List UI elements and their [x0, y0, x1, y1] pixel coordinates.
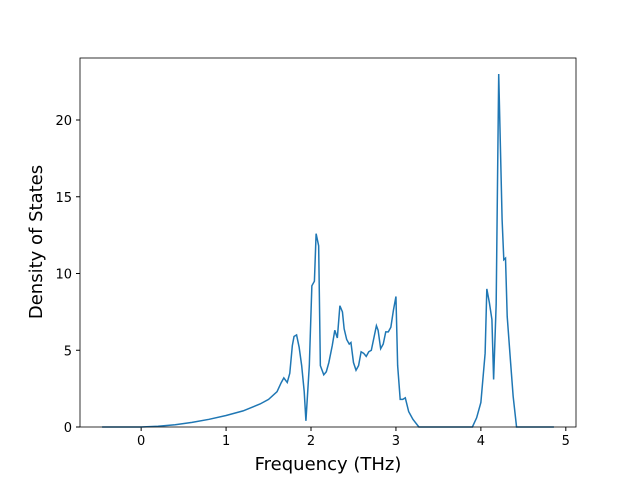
- y-tick-label: 20: [55, 114, 72, 129]
- y-tick-label: 0: [64, 421, 72, 436]
- y-tick-label: 5: [64, 344, 72, 359]
- x-tick-label: 3: [392, 434, 400, 449]
- x-tick-label: 2: [307, 434, 315, 449]
- data-line: [102, 73, 554, 428]
- x-tick-label: 5: [562, 434, 570, 449]
- x-tick-label: 0: [137, 434, 145, 449]
- y-tick-label: 15: [55, 191, 72, 206]
- x-tick-label: 1: [222, 434, 230, 449]
- x-tick-label: 4: [477, 434, 485, 449]
- y-axis-label: Density of States: [26, 165, 47, 319]
- plot-frame: [79, 57, 577, 428]
- y-tick-label: 10: [55, 268, 72, 283]
- x-axis-label: Frequency (THz): [255, 454, 402, 475]
